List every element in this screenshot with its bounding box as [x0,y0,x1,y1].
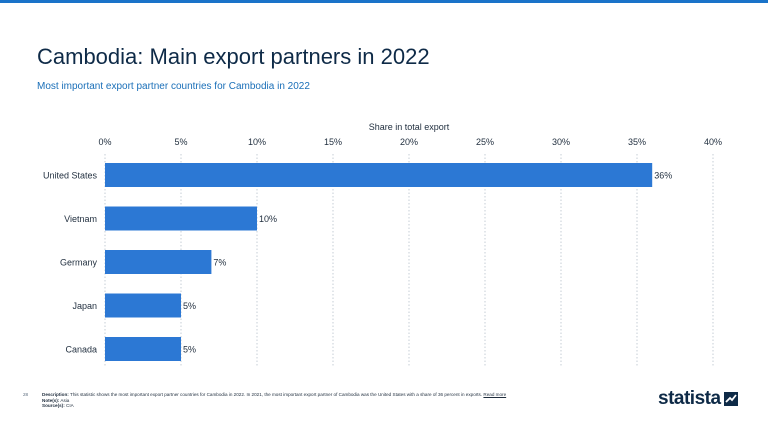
footer-text: Description: This statistic shows the mo… [42,392,602,409]
top-accent-bar [0,0,768,3]
x-tick-label: 15% [324,137,342,147]
sources-text: CIA [66,403,74,409]
description-label: Description: [42,392,69,397]
x-tick-label: 10% [248,137,266,147]
data-label: 5% [183,345,196,355]
statista-logo[interactable]: statista [658,388,738,409]
data-label: 5% [183,301,196,311]
page-number: 28 [23,392,29,397]
category-label: Vietnam [64,214,97,224]
x-tick-label: 20% [400,137,418,147]
bar [105,293,181,318]
category-label: Germany [60,258,98,268]
bar [105,206,257,231]
category-label: Japan [72,301,97,311]
data-label: 36% [654,171,672,181]
x-tick-label: 25% [476,137,494,147]
category-label: United States [43,171,98,181]
bar [105,163,653,187]
x-tick-label: 30% [552,137,570,147]
bar [105,337,181,361]
notes-label: Note(s): [42,397,60,403]
notes-line: Note(s): Asia [42,398,602,404]
data-label: 7% [213,258,226,268]
x-tick-label: 5% [174,137,187,147]
logo-text: statista [658,388,721,409]
description-line: Description: This statistic shows the mo… [42,392,602,398]
x-tick-label: 40% [704,137,722,147]
x-tick-label: 35% [628,137,646,147]
x-tick-label: 0% [98,137,111,147]
page-title: Cambodia: Main export partners in 2022 [37,44,430,69]
notes-text: Asia [60,397,70,403]
sources-line: Source(s): CIA [42,403,602,409]
data-label: 10% [259,214,277,224]
read-more-link[interactable]: Read more [483,392,507,397]
sources-label: Source(s): [42,403,65,409]
bar [105,250,212,274]
statista-logo-icon [723,392,738,406]
page-subtitle: Most important export partner countries … [37,81,310,92]
x-axis-title: Share in total export [369,122,450,132]
description-text: This statistic shows the most important … [70,392,483,397]
category-label: Canada [65,345,97,355]
